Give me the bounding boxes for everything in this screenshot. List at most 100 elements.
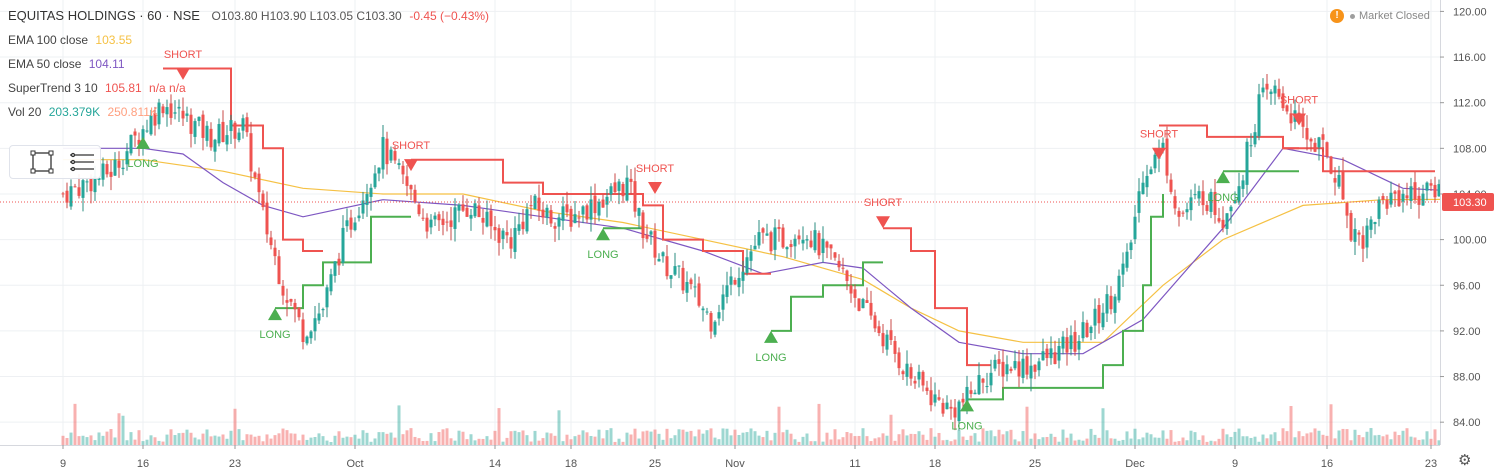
volume-bar: [437, 432, 441, 445]
candle-body: [241, 118, 245, 131]
candle-body: [853, 289, 857, 298]
candle-body: [101, 163, 105, 180]
warning-icon[interactable]: !: [1330, 9, 1344, 23]
candle-body: [309, 331, 313, 339]
volume-bar: [1345, 429, 1349, 445]
volume-bars: [61, 403, 1494, 445]
volume-bar: [537, 440, 541, 445]
volume-bar: [441, 429, 445, 445]
candle-body: [697, 283, 701, 306]
volume-bar: [897, 434, 901, 445]
volume-bar: [121, 415, 125, 445]
volume-bar: [573, 436, 577, 445]
candle-body: [1297, 112, 1301, 115]
volume-bar: [1297, 431, 1301, 445]
candle-body: [541, 209, 545, 218]
volume-bar: [969, 435, 973, 445]
candle-body: [1337, 174, 1341, 187]
candle-body: [801, 239, 805, 244]
volume-bar: [89, 435, 93, 445]
volume-bar: [1273, 432, 1277, 445]
volume-bar: [1045, 436, 1049, 445]
candle-body: [569, 208, 573, 227]
volume-bar: [725, 428, 729, 445]
candle-body: [529, 205, 533, 207]
candle-body: [217, 124, 221, 144]
candle-body: [1269, 91, 1273, 95]
rectangle-select-icon[interactable]: [30, 150, 54, 174]
volume-bar: [245, 434, 249, 445]
legend-ema100[interactable]: EMA 100 close 103.55: [8, 33, 132, 47]
volume-bar: [997, 429, 1001, 445]
candle-body: [1369, 219, 1373, 230]
candle-body: [165, 107, 169, 115]
candle-body: [1117, 275, 1121, 301]
candle-body: [969, 390, 973, 394]
volume-bar: [837, 439, 841, 445]
candle-body: [509, 237, 513, 249]
volume-bar: [781, 432, 785, 445]
time-tick-label: Nov: [725, 458, 745, 470]
volume-bar: [429, 433, 433, 445]
volume-bar: [77, 436, 81, 445]
volume-bar: [337, 431, 341, 445]
candle-body: [1385, 200, 1389, 209]
market-status-label: Market Closed: [1359, 9, 1430, 22]
volume-bar: [633, 428, 637, 445]
candle-body: [537, 197, 541, 211]
candle-body: [493, 227, 497, 231]
volume-bar: [1381, 436, 1385, 445]
volume-bar: [401, 434, 405, 445]
price-tick-label: 100.00: [1453, 235, 1487, 247]
time-axis[interactable]: 9 16 23 Oct 14 18 25 Nov 11 18 25 Dec 9 16 23: [0, 445, 1440, 474]
volume-bar: [1209, 440, 1213, 445]
signal-label: LONG: [755, 352, 786, 364]
volume-bar: [849, 433, 853, 445]
volume-bar: [141, 441, 145, 445]
candle-body: [417, 204, 421, 215]
volume-bar: [369, 441, 373, 445]
volume-bar: [581, 430, 585, 445]
price-axis[interactable]: 84.0088.0092.0096.00100.00104.00108.0011…: [1440, 0, 1494, 474]
volume-bar: [1009, 429, 1013, 445]
candle-body: [1193, 194, 1197, 196]
volume-bar: [637, 438, 641, 445]
signal-label: SHORT: [864, 197, 903, 209]
volume-bar: [1013, 439, 1017, 445]
list-icon[interactable]: [70, 152, 94, 172]
legend-supertrend[interactable]: SuperTrend 3 10 105.81 n/a n/a: [8, 81, 186, 95]
candle-body: [77, 187, 81, 196]
candle-body: [565, 204, 569, 213]
volume-bar: [893, 440, 897, 445]
volume-bar: [509, 431, 513, 445]
volume-bar: [241, 440, 245, 445]
time-tick-label: 18: [929, 458, 941, 470]
volume-bar: [929, 428, 933, 445]
volume-bar: [965, 439, 969, 445]
volume-bar: [493, 430, 497, 445]
volume-bar: [621, 441, 625, 445]
volume-bar: [305, 439, 309, 445]
volume-bar: [69, 432, 73, 445]
candle-body: [573, 214, 577, 224]
volume-bar: [657, 433, 661, 445]
price-axis-bg: [1440, 0, 1494, 474]
legend-ema50[interactable]: EMA 50 close 104.11: [8, 57, 125, 71]
candle-body: [269, 237, 273, 246]
volume-bar: [349, 437, 353, 445]
candle-body: [325, 287, 329, 308]
gear-icon[interactable]: ⚙: [1458, 452, 1472, 469]
volume-bar: [825, 432, 829, 445]
legend-volume[interactable]: Vol 20 203.379K 250.811K: [8, 105, 158, 119]
candle-body: [549, 210, 553, 224]
volume-bar: [265, 434, 269, 445]
candle-body: [825, 241, 829, 248]
legend-label: Vol 20: [8, 105, 42, 119]
candle-body: [281, 285, 285, 296]
candle-body: [313, 318, 317, 332]
volume-bar: [1237, 428, 1241, 445]
volume-bar: [673, 435, 677, 445]
candle-body: [1365, 225, 1369, 248]
volume-bar: [1089, 428, 1093, 445]
